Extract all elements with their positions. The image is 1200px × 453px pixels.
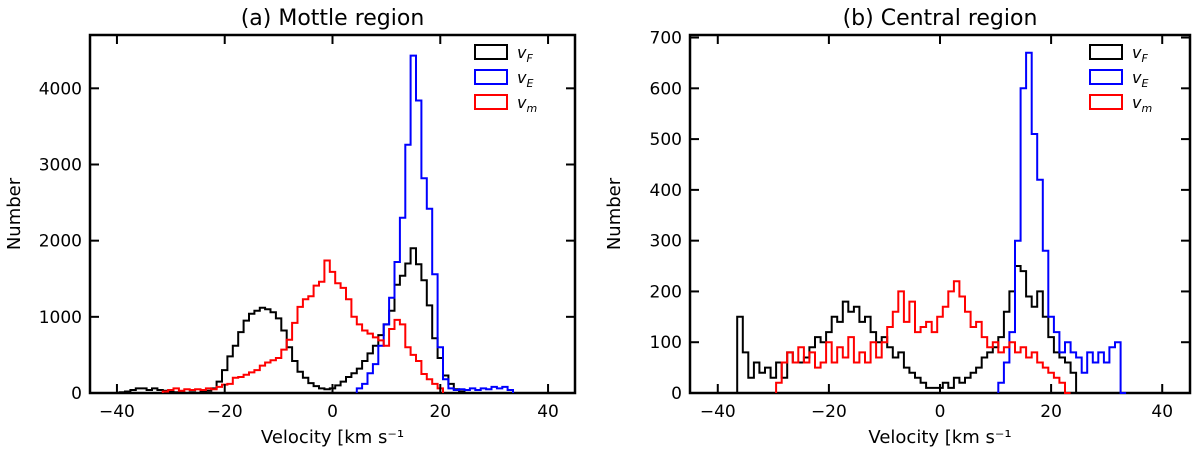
legend-label: vF: [1132, 43, 1148, 65]
y-tick-label: 100: [650, 333, 682, 353]
legend-swatch: [1089, 69, 1123, 85]
x-tick-label: 0: [327, 402, 338, 422]
y-tick-label: 1000: [39, 308, 82, 328]
y-tick-label: 200: [650, 282, 682, 302]
chart-title: (a) Mottle region: [241, 6, 425, 31]
legend-swatch: [1089, 94, 1123, 110]
x-tick-label: 40: [537, 402, 559, 422]
series-layer: [736, 51, 1127, 394]
y-tick-label: 0: [71, 384, 82, 404]
legend-label: vE: [517, 68, 533, 90]
plot-frame: [88, 33, 577, 395]
tick-layer: −40 −20 0 20 40 0 1000 2000 3000 4000: [39, 35, 575, 422]
legend: vF vE vm: [1089, 43, 1152, 115]
series-v-f: [118, 247, 466, 394]
y-tick-label: 2000: [39, 232, 82, 252]
legend-swatch: [474, 94, 508, 110]
x-tick-label: −20: [207, 402, 243, 422]
y-tick-label: 700: [650, 29, 682, 49]
x-tick-label: −40: [99, 402, 135, 422]
y-tick-label: 300: [650, 232, 682, 252]
series-v-f: [736, 265, 1082, 394]
y-tick-label: 3000: [39, 155, 82, 175]
legend-swatch: [1089, 44, 1123, 60]
series-v-e: [997, 51, 1127, 394]
x-axis-label: Velocity [km s⁻¹: [868, 427, 1011, 448]
x-tick-label: 0: [935, 402, 946, 422]
chart-central-region: (b) Central region Velocity [km s⁻¹ Numb…: [604, 6, 1192, 448]
y-axis-label: Number: [4, 177, 25, 250]
x-tick-label: 20: [1040, 402, 1062, 422]
x-tick-label: 20: [429, 402, 451, 422]
legend: vF vE vm: [474, 43, 537, 115]
series-v-e: [355, 54, 514, 393]
series-layer: [118, 54, 514, 394]
y-tick-label: 400: [650, 181, 682, 201]
y-axis-label: Number: [604, 177, 625, 250]
y-tick-label: 600: [650, 79, 682, 99]
legend-swatch: [474, 44, 508, 60]
y-tick-label: 0: [671, 384, 682, 404]
y-tick-label: 500: [650, 130, 682, 150]
chart-mottle-region: (a) Mottle region Velocity [km s⁻¹ Numbe…: [4, 6, 577, 448]
x-tick-label: −40: [700, 402, 736, 422]
legend-label: vm: [517, 93, 537, 115]
series-v-m: [161, 259, 444, 393]
x-tick-label: 40: [1151, 402, 1173, 422]
series-v-m: [775, 280, 1071, 394]
plot-frame: [688, 33, 1192, 395]
x-axis-label: Velocity [km s⁻¹: [261, 427, 404, 448]
legend-label: vm: [1132, 93, 1152, 115]
legend-label: vE: [1132, 68, 1148, 90]
legend-swatch: [474, 69, 508, 85]
y-tick-label: 4000: [39, 79, 82, 99]
chart-title: (b) Central region: [843, 6, 1038, 31]
legend-label: vF: [517, 43, 533, 65]
x-tick-label: −20: [811, 402, 847, 422]
